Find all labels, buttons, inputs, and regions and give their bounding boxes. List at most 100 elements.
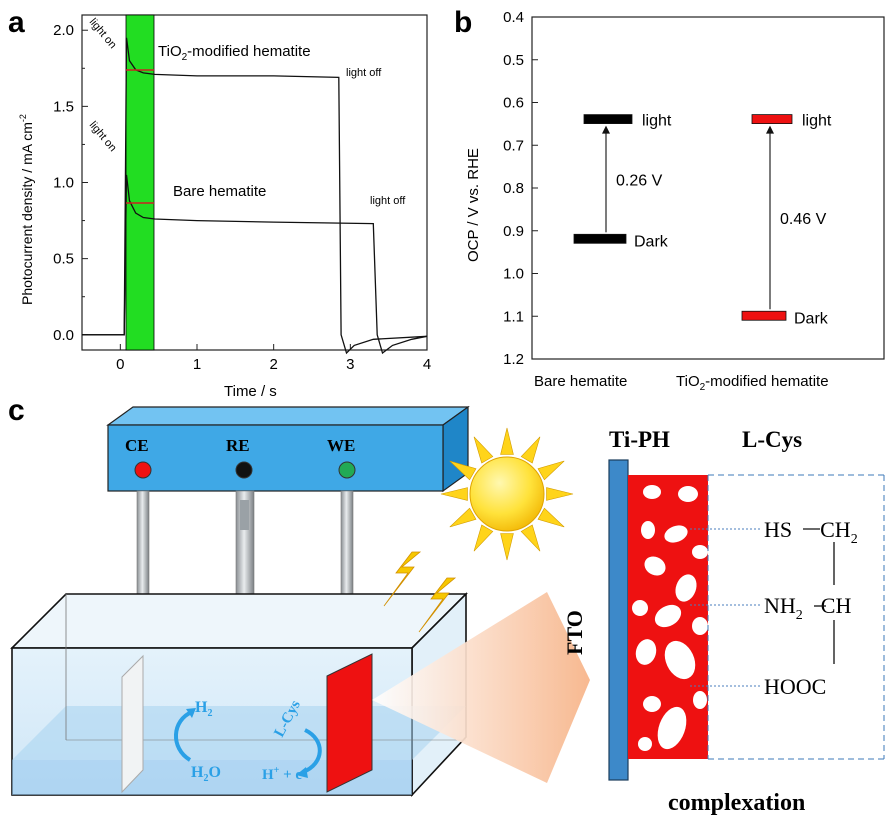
sun-ray [537, 460, 565, 481]
pore [654, 604, 682, 628]
lightning-bolt-icon [383, 551, 422, 607]
bare-dark-level [573, 233, 627, 244]
top-light-on-label: light on [87, 16, 119, 51]
tio2-arrow-head [766, 125, 774, 134]
x-tick-label: 0 [116, 356, 124, 373]
h-plus-e-label: H+ + e- [262, 765, 305, 783]
tio2-light-label: light [802, 113, 832, 130]
x-tick-label: 1 [193, 356, 201, 373]
tio2-dark-label: Dark [794, 310, 829, 327]
y-tick-label: 0.5 [503, 52, 524, 69]
panel-a-y-ticks: 0.0 0.5 1.0 1.5 2.0 [53, 22, 88, 344]
pore [657, 706, 687, 750]
y-tick-label: 0.4 [503, 9, 524, 26]
light-on-highlight-band [125, 14, 155, 351]
pore [675, 574, 697, 602]
reaction-scheme: H2 H2O L-Cys H+ + e- [174, 698, 322, 784]
pore [692, 545, 708, 559]
y-tick-label: 2.0 [53, 22, 74, 39]
pore [638, 737, 652, 751]
molecule-line-1: HS CH2 [764, 517, 858, 547]
complexation-caption: complexation [668, 790, 805, 816]
y-tick-label: 0.6 [503, 95, 524, 112]
sun-ray [500, 533, 514, 561]
tio2-light-level [751, 114, 793, 124]
y-tick-label: 1.0 [53, 175, 74, 192]
category-bare-hematite: Bare hematite [534, 373, 627, 390]
sun-ray [520, 436, 541, 464]
bottom-curve-label: Bare hematite [173, 183, 266, 200]
pore [664, 640, 696, 680]
molecule-line-2: NH2 CH [764, 593, 851, 623]
pore [632, 600, 648, 616]
pore [644, 556, 666, 576]
y-tick-label: 1.5 [53, 98, 74, 115]
we-terminal [338, 461, 356, 479]
h2o-label: H2O [191, 764, 221, 784]
bare-light-level [583, 114, 633, 124]
bare-hematite-curve [82, 174, 428, 355]
panel-b-chart: 0.4 0.5 0.6 0.7 0.8 0.9 1.0 1.1 1.2 light Dark 0.2… [465, 9, 885, 393]
fto-label: FTO [562, 610, 587, 655]
sun-ray [500, 427, 514, 455]
sun-ray [520, 524, 541, 552]
ce-terminal [134, 461, 152, 479]
sun-ray [449, 460, 477, 481]
lcys-oxidation-arrow [302, 728, 322, 774]
sun-ray [537, 507, 565, 528]
lcys-title: L-Cys [742, 427, 802, 452]
pore [641, 521, 655, 539]
we-label: WE [327, 436, 355, 455]
bare-dark-label: Dark [634, 233, 669, 250]
sun-ray [449, 507, 477, 528]
y-tick-label: 0.0 [53, 327, 74, 344]
pore [692, 617, 708, 635]
pore [643, 696, 661, 712]
y-tick-label: 1.2 [503, 351, 524, 368]
bottom-light-off-label: light off [370, 195, 406, 207]
panel-c-letter: c [8, 394, 25, 427]
y-tick-label: 0.7 [503, 137, 524, 154]
panel-a-x-axis-label: Time / s [224, 383, 277, 400]
panel-b-letter: b [454, 6, 472, 39]
top-light-off-label: light off [346, 67, 382, 79]
category-tio2-hematite: TiO2-modified hematite [676, 373, 829, 393]
lightning-bolt-icon [418, 577, 457, 633]
h2-label: H2 [195, 699, 212, 719]
tio2-hematite-curve [82, 37, 428, 355]
tiph-title: Ti-PH [609, 427, 670, 452]
pore [635, 639, 657, 665]
h2o-to-h2-arrow [174, 710, 193, 762]
counter-electrode-plate [121, 654, 144, 794]
pore [643, 485, 661, 499]
working-electrode-plate [326, 653, 373, 793]
panel-b-plot-frame [531, 16, 885, 360]
pores [632, 485, 708, 751]
bare-light-label: light [642, 113, 672, 130]
top-curve-label: TiO2-modified hematite [158, 43, 311, 63]
sun-ray [473, 524, 494, 552]
panel-b-ocp-levels: light Dark 0.26 V light Dark 0.46 V [573, 113, 832, 327]
y-tick-label: 0.9 [503, 223, 524, 240]
y-tick-label: 0.5 [53, 251, 74, 268]
tio2-dark-level [741, 310, 787, 321]
bottom-light-on-label: light on [87, 119, 119, 154]
light-beam [372, 592, 590, 783]
sun-ray [440, 487, 468, 501]
pore [678, 486, 698, 502]
y-tick-label: 0.8 [503, 180, 524, 197]
sun-ray [546, 487, 574, 501]
pore [664, 525, 688, 543]
tiph-cross-section: Ti-PH L-Cys FTO HS CH2 NH2 CH HOOC complex… [562, 427, 885, 816]
pore [693, 691, 707, 709]
bare-delta-label: 0.26 V [616, 172, 663, 189]
potentiostat-box: CE RE WE [106, 405, 470, 493]
bare-arrow-head [602, 125, 610, 134]
panel-a-curves [82, 37, 428, 355]
panel-a-y-axis-label: Photocurrent density / mA cm-2 [18, 114, 35, 305]
re-terminal [235, 461, 253, 479]
tio2-delta-label: 0.46 V [780, 211, 827, 228]
panel-b-y-axis-label: OCP / V vs. RHE [465, 148, 482, 262]
